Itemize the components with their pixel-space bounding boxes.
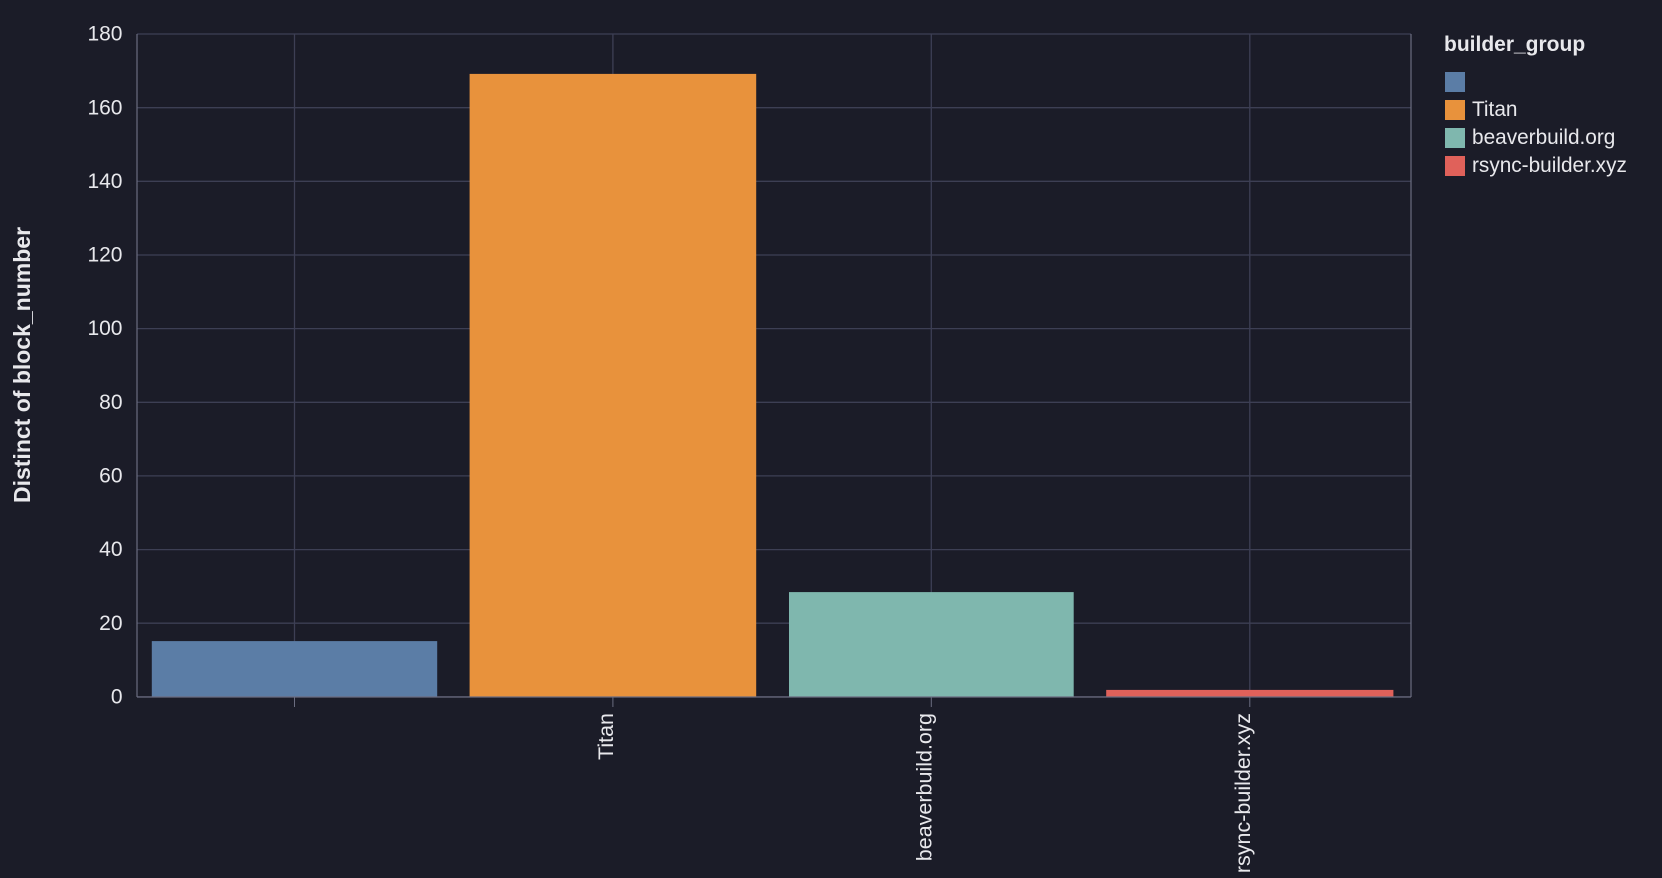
svg-text:40: 40 <box>99 538 122 561</box>
svg-text:160: 160 <box>87 96 122 119</box>
svg-text:80: 80 <box>99 391 122 414</box>
svg-text:0: 0 <box>111 686 123 709</box>
svg-text:rsync-builder.xyz: rsync-builder.xyz <box>1472 154 1627 177</box>
svg-text:140: 140 <box>87 170 122 193</box>
svg-text:Titan: Titan <box>1472 98 1517 121</box>
svg-text:60: 60 <box>99 465 122 488</box>
svg-text:rsync-builder.xyz: rsync-builder.xyz <box>1231 713 1255 873</box>
svg-text:builder_group: builder_group <box>1444 33 1585 56</box>
svg-text:Titan: Titan <box>594 713 618 760</box>
svg-text:beaverbuild.org: beaverbuild.org <box>912 713 936 861</box>
svg-text:Distinct of block_number: Distinct of block_number <box>9 227 35 503</box>
svg-text:beaverbuild.org: beaverbuild.org <box>1472 126 1615 149</box>
svg-text:180: 180 <box>87 23 122 46</box>
svg-text:20: 20 <box>99 612 122 635</box>
svg-text:120: 120 <box>87 244 122 267</box>
svg-text:100: 100 <box>87 317 122 340</box>
